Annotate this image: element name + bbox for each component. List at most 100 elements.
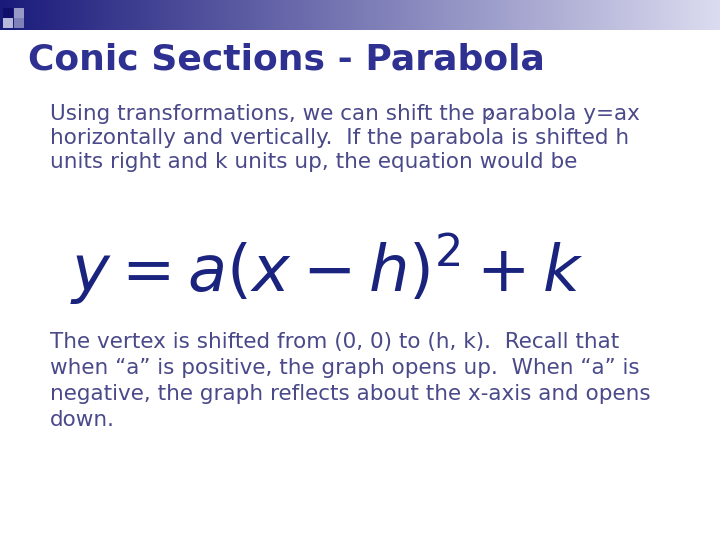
Bar [166, 0, 168, 30]
Bar [474, 0, 476, 30]
Bar [534, 0, 537, 30]
Bar [625, 0, 627, 30]
Bar [714, 0, 717, 30]
Bar [95, 0, 98, 30]
Bar [590, 0, 593, 30]
Bar [196, 0, 199, 30]
Bar [187, 0, 190, 30]
Bar [385, 0, 388, 30]
Bar [97, 0, 100, 30]
Bar [599, 0, 602, 30]
Bar [238, 0, 240, 30]
Bar [109, 0, 112, 30]
Bar [234, 0, 237, 30]
Bar [204, 0, 206, 30]
Bar [167, 0, 170, 30]
Bar [142, 0, 145, 30]
Bar [515, 0, 518, 30]
Bar [695, 0, 698, 30]
Bar [571, 0, 573, 30]
Bar [47, 0, 50, 30]
Bar [659, 0, 662, 30]
Bar [400, 0, 402, 30]
Bar [180, 0, 183, 30]
Bar [102, 0, 105, 30]
Bar [13, 0, 15, 30]
Bar [376, 0, 379, 30]
Bar [432, 0, 435, 30]
Bar [693, 0, 696, 30]
Bar [402, 0, 404, 30]
Bar [35, 0, 37, 30]
Bar [223, 0, 226, 30]
Bar [541, 0, 544, 30]
Bar [410, 0, 413, 30]
Bar [371, 0, 374, 30]
Bar [419, 0, 422, 30]
Bar [649, 0, 652, 30]
Bar [254, 0, 256, 30]
Bar [239, 0, 242, 30]
Bar [315, 0, 318, 30]
Bar [655, 0, 658, 30]
Bar [186, 0, 188, 30]
Bar [389, 0, 392, 30]
Bar [373, 0, 375, 30]
Bar [66, 0, 69, 30]
Bar [148, 0, 150, 30]
Bar [665, 0, 667, 30]
Bar [86, 0, 89, 30]
Bar [164, 0, 166, 30]
Bar [431, 0, 433, 30]
Bar [302, 0, 305, 30]
Bar [414, 0, 417, 30]
Bar [137, 0, 140, 30]
Text: 2: 2 [485, 108, 494, 122]
Bar [549, 0, 552, 30]
Bar [189, 0, 192, 30]
Bar [261, 0, 264, 30]
Bar [125, 0, 127, 30]
Bar [216, 0, 219, 30]
Bar [71, 0, 73, 30]
Bar [565, 0, 568, 30]
Bar [392, 0, 395, 30]
Bar [654, 0, 656, 30]
Bar [171, 0, 174, 30]
Bar [90, 0, 93, 30]
Bar [412, 0, 415, 30]
Bar [421, 0, 424, 30]
Bar [521, 0, 523, 30]
Bar [335, 0, 338, 30]
Bar [575, 0, 577, 30]
Bar [153, 0, 156, 30]
Bar [209, 0, 212, 30]
Bar [416, 0, 418, 30]
Bar [594, 0, 597, 30]
Bar [450, 0, 453, 30]
Bar [179, 0, 181, 30]
Bar [527, 0, 530, 30]
Bar [510, 0, 512, 30]
Bar [270, 0, 273, 30]
Bar [126, 0, 129, 30]
Bar [65, 0, 68, 30]
Text: down.: down. [50, 410, 115, 430]
Bar [85, 0, 87, 30]
Bar [577, 0, 580, 30]
Bar [623, 0, 626, 30]
Bar [22, 0, 24, 30]
Bar [513, 0, 516, 30]
Bar [215, 0, 217, 30]
Bar [544, 0, 546, 30]
Bar [365, 0, 368, 30]
Bar [274, 0, 276, 30]
Bar [701, 0, 703, 30]
Bar [684, 0, 687, 30]
Bar [119, 0, 122, 30]
Bar [283, 0, 285, 30]
Bar [493, 0, 496, 30]
Bar [0, 0, 3, 30]
Bar [675, 0, 678, 30]
Bar [697, 0, 699, 30]
